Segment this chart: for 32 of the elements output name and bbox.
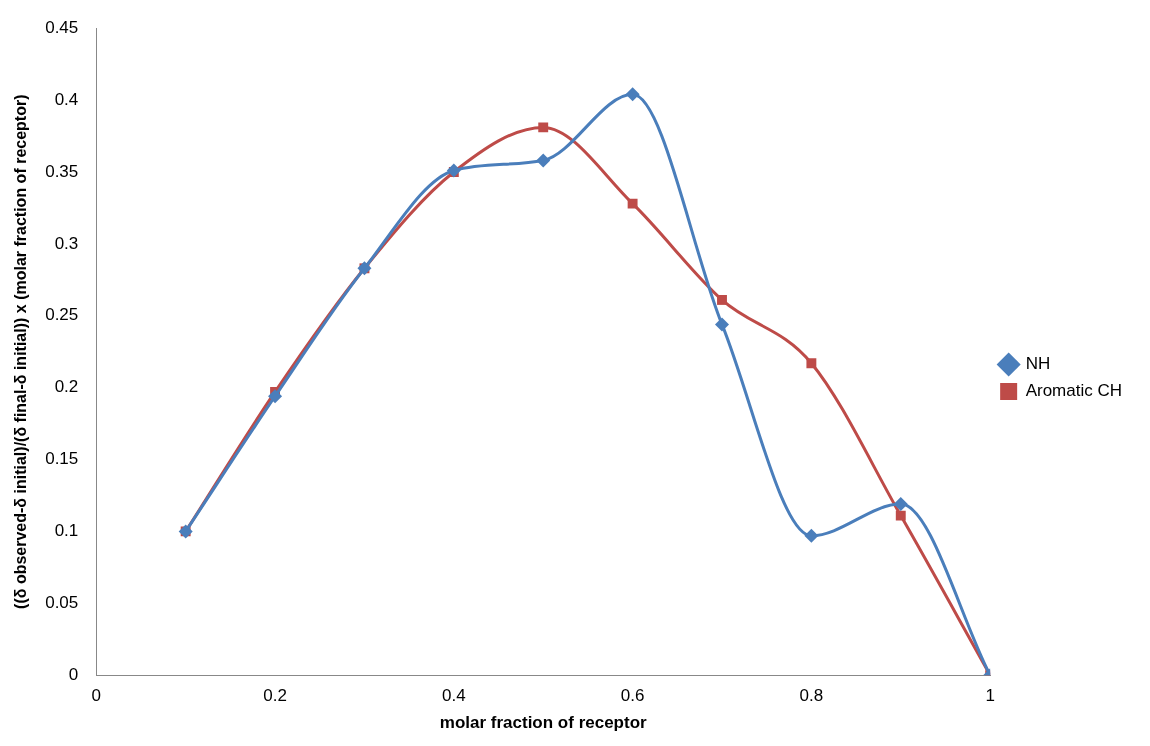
point (268, 389, 283, 404)
y-tick-label: 0.4 (54, 89, 79, 109)
point (714, 317, 729, 332)
y-tick-label: 0.2 (54, 377, 79, 397)
x-axis-title: molar fraction of receptor (439, 713, 648, 733)
point (893, 497, 908, 512)
x-tick-label: 1 (985, 686, 995, 706)
y-tick-label: 0 (68, 664, 79, 684)
point (717, 294, 727, 305)
x-tick-label: 0 (91, 686, 102, 706)
y-tick-label: 0.15 (45, 449, 79, 469)
point (895, 510, 906, 521)
x-tick-label: 0.4 (442, 686, 466, 706)
point (446, 163, 461, 178)
point (806, 358, 817, 369)
y-tick-label: 0.45 (45, 17, 79, 37)
x-tick-label: 0.6 (620, 686, 645, 706)
point (625, 87, 640, 102)
point (804, 528, 819, 543)
y-tick-label: 0.35 (45, 161, 79, 181)
y-tick-label: 0.05 (45, 593, 79, 612)
point (536, 153, 551, 168)
x-tick-label: 0.8 (799, 686, 824, 706)
y-axis-title: ((δ observed-δ initial)/(δ final-δ initial)) x (molar fraction of receptor) (12, 94, 30, 609)
legend-label: Aromatic CH (1025, 381, 1123, 401)
y-tick-label: 0.1 (54, 521, 79, 541)
y-tick-label: 0.3 (54, 233, 79, 253)
y-tick-label: 0.25 (45, 305, 79, 325)
x-tick-label: 0.2 (263, 686, 287, 706)
point (627, 198, 638, 209)
legend-label: NH (1025, 354, 1051, 374)
point (538, 122, 549, 133)
